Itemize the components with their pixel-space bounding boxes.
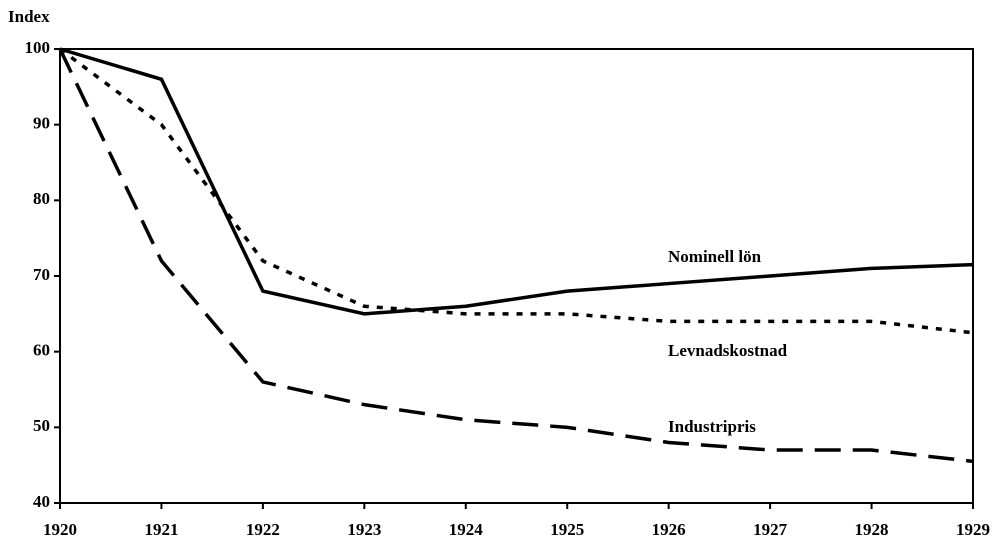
x-tick-label: 1928 <box>855 520 889 539</box>
x-tick-label: 1921 <box>144 520 178 539</box>
y-tick-label: 50 <box>33 416 50 435</box>
series-label: Nominell lön <box>668 247 762 266</box>
x-tick-label: 1922 <box>246 520 280 539</box>
x-tick-label: 1927 <box>753 520 788 539</box>
x-tick-label: 1929 <box>956 520 990 539</box>
x-tick-label: 1926 <box>652 520 686 539</box>
y-axis-label: Index <box>8 7 50 26</box>
series-line <box>59 47 974 316</box>
series-label: Levnadskostnad <box>668 341 788 360</box>
x-tick-label: 1920 <box>43 520 77 539</box>
y-tick-label: 90 <box>33 114 50 133</box>
x-tick-label: 1925 <box>550 520 584 539</box>
series-line <box>58 48 974 464</box>
x-tick-label: 1924 <box>449 520 484 539</box>
y-tick-label: 100 <box>25 38 51 57</box>
series-label: Industripris <box>668 417 756 436</box>
y-tick-label: 70 <box>33 265 50 284</box>
y-tick-label: 60 <box>33 341 50 360</box>
y-tick-label: 80 <box>33 189 50 208</box>
y-tick-label: 40 <box>33 492 50 511</box>
x-tick-label: 1923 <box>347 520 381 539</box>
series-line <box>58 47 974 335</box>
plot-frame <box>59 48 974 504</box>
